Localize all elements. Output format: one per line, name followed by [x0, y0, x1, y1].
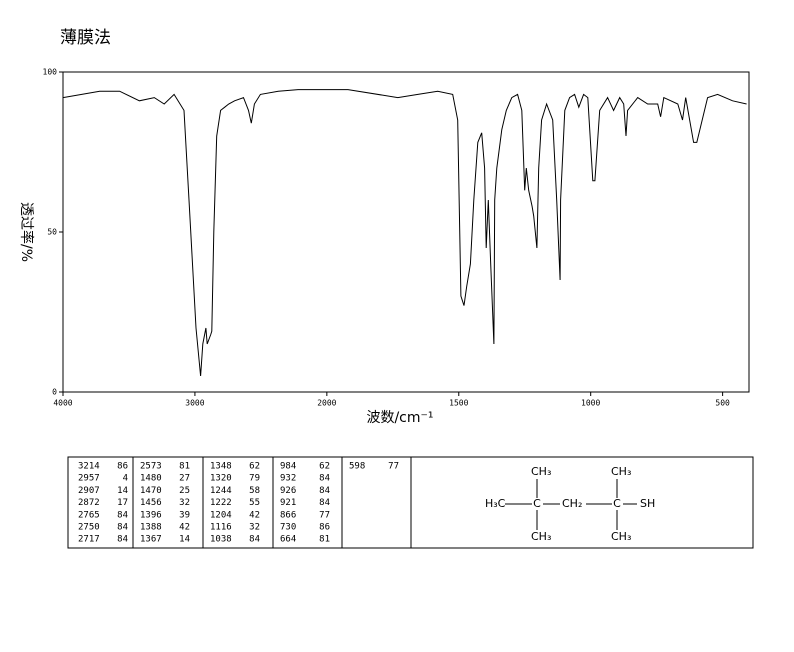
peak-transmittance: 14 — [179, 535, 190, 545]
peak-wavenumber: 2750 — [78, 523, 100, 533]
peak-wavenumber: 2573 — [140, 462, 162, 472]
peak-wavenumber: 2765 — [78, 510, 100, 520]
peak-wavenumber: 926 — [280, 486, 296, 496]
peak-wavenumber: 932 — [280, 474, 296, 484]
peak-wavenumber: 2907 — [78, 486, 100, 496]
peak-transmittance: 58 — [249, 486, 260, 496]
peak-transmittance: 17 — [117, 498, 128, 508]
peak-transmittance: 4 — [123, 474, 128, 484]
x-tick-label: 1000 — [581, 399, 600, 408]
peak-transmittance: 81 — [179, 462, 190, 472]
x-tick-label: 3000 — [185, 399, 204, 408]
x-tick-label: 4000 — [53, 399, 72, 408]
peak-transmittance: 79 — [249, 474, 260, 484]
peak-transmittance: 81 — [319, 535, 330, 545]
peak-wavenumber: 2717 — [78, 535, 100, 545]
peak-wavenumber: 1038 — [210, 535, 232, 545]
x-axis-label: 波数/cm⁻¹ — [366, 410, 433, 426]
plot-frame — [62, 71, 750, 393]
peak-wavenumber: 1204 — [210, 510, 232, 520]
y-axis-label: 透过率/% — [18, 202, 35, 262]
peak-wavenumber: 1222 — [210, 498, 232, 508]
peak-wavenumber: 730 — [280, 523, 296, 533]
peak-transmittance: 62 — [249, 462, 260, 472]
peak-wavenumber: 1456 — [140, 498, 162, 508]
peak-transmittance: 77 — [319, 510, 330, 520]
peak-transmittance: 84 — [249, 535, 260, 545]
y-tick-label: 50 — [47, 228, 57, 237]
peak-transmittance: 86 — [319, 523, 330, 533]
peak-transmittance: 84 — [319, 474, 330, 484]
peak-wavenumber: 664 — [280, 535, 296, 545]
peak-transmittance: 25 — [179, 486, 190, 496]
structure-label: C — [613, 497, 621, 510]
structure-label: CH₃ — [611, 530, 631, 543]
peak-wavenumber: 1348 — [210, 462, 232, 472]
peak-transmittance: 84 — [117, 535, 128, 545]
peak-wavenumber: 1367 — [140, 535, 162, 545]
peak-wavenumber: 1396 — [140, 510, 162, 520]
peak-transmittance: 86 — [117, 462, 128, 472]
peak-wavenumber: 1388 — [140, 523, 162, 533]
peak-wavenumber: 598 — [349, 462, 365, 472]
peak-transmittance: 77 — [388, 462, 399, 472]
peak-transmittance: 62 — [319, 462, 330, 472]
peak-transmittance: 55 — [249, 498, 260, 508]
chart-title: 薄膜法 — [60, 28, 111, 48]
table-dividers — [132, 457, 412, 548]
y-tick-label: 0 — [52, 388, 57, 397]
peak-transmittance: 32 — [249, 523, 260, 533]
structure-label: H₃C — [485, 497, 506, 510]
peak-wavenumber: 2957 — [78, 474, 100, 484]
spectrum-line — [62, 89, 747, 377]
structure-label: CH₃ — [531, 530, 551, 543]
structure-label: C — [533, 497, 541, 510]
structure-label: CH₃ — [611, 465, 631, 478]
peak-transmittance: 84 — [117, 523, 128, 533]
peak-wavenumber: 866 — [280, 510, 296, 520]
peak-transmittance: 84 — [117, 510, 128, 520]
peak-transmittance: 14 — [117, 486, 128, 496]
peak-wavenumber: 1480 — [140, 474, 162, 484]
peak-transmittance: 39 — [179, 510, 190, 520]
peak-wavenumber: 2872 — [78, 498, 100, 508]
peak-wavenumber: 1470 — [140, 486, 162, 496]
structure-label: CH₂ — [562, 497, 582, 510]
peak-wavenumber: 1116 — [210, 523, 232, 533]
structure-label: CH₃ — [531, 465, 551, 478]
peak-transmittance: 84 — [319, 486, 330, 496]
peak-wavenumber: 3214 — [78, 462, 100, 472]
structure-bonds — [505, 479, 637, 530]
peak-transmittance: 27 — [179, 474, 190, 484]
peak-transmittance: 84 — [319, 498, 330, 508]
peak-wavenumber: 984 — [280, 462, 296, 472]
structure-label: SH — [640, 497, 655, 510]
x-tick-label: 2000 — [317, 399, 336, 408]
peak-wavenumber: 1244 — [210, 486, 232, 496]
y-tick-label: 100 — [43, 68, 58, 77]
peak-transmittance: 42 — [249, 510, 260, 520]
x-tick-label: 1500 — [449, 399, 468, 408]
peak-wavenumber: 921 — [280, 498, 296, 508]
peak-wavenumber: 1320 — [210, 474, 232, 484]
x-tick-label: 500 — [715, 399, 730, 408]
peak-transmittance: 32 — [179, 498, 190, 508]
peak-transmittance: 42 — [179, 523, 190, 533]
